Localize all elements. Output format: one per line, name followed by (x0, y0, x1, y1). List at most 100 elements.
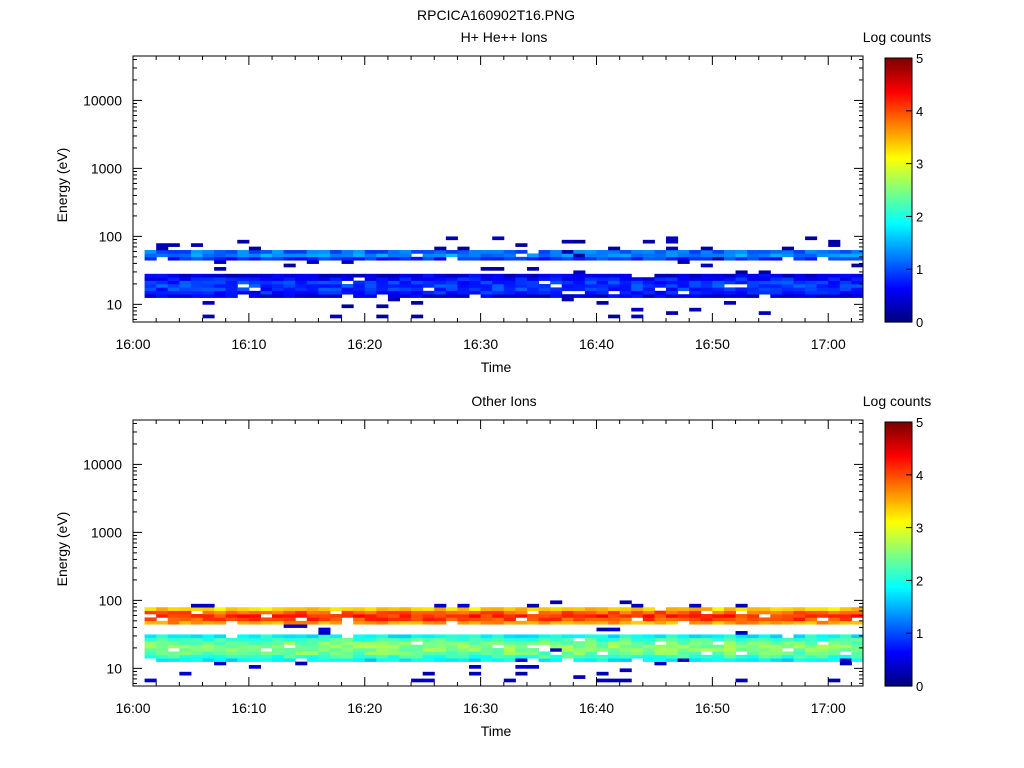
spectrogram-cell (469, 614, 482, 618)
spectrogram-cell (144, 284, 157, 288)
spectrogram-cell (190, 273, 204, 278)
spectrogram-cell (295, 277, 308, 281)
spectrogram-cell (619, 287, 632, 292)
spectrogram-cell (237, 239, 250, 244)
spectrogram-cell (573, 675, 586, 679)
spectrogram-cell (202, 253, 215, 258)
colorbar-swatch (885, 543, 912, 546)
spectrogram-cell (631, 634, 644, 639)
spectrogram-cell (376, 654, 389, 659)
colorbar-swatch (885, 444, 912, 447)
colorbar-swatch (885, 152, 912, 156)
spectrogram-cell (434, 246, 447, 251)
colorbar-swatch (885, 474, 912, 478)
spectrogram-cell (364, 294, 377, 298)
spectrogram-cell (225, 284, 238, 288)
spectrogram-cell (353, 644, 366, 649)
spectrogram-cell (445, 277, 458, 281)
spectrogram-cell (538, 287, 551, 292)
colorbar-swatch (885, 110, 912, 114)
spectrogram-cell (573, 284, 586, 288)
spectrogram-cell (179, 634, 192, 639)
spectrogram-cell (677, 637, 690, 642)
spectrogram-cell (480, 294, 493, 298)
spectrogram-cell (225, 290, 238, 295)
spectrogram-cell (376, 641, 389, 645)
spectrogram-cell (190, 294, 204, 298)
spectrogram-cell (666, 287, 679, 292)
spectrogram-cell (399, 607, 412, 611)
spectrogram-cell (260, 277, 273, 281)
spectrogram-cell (666, 637, 679, 642)
spectrogram-cell (608, 641, 621, 645)
spectrogram-cell (190, 641, 204, 645)
spectrogram-cell (828, 648, 841, 652)
spectrogram-cell (793, 294, 806, 298)
colorbar-swatch (885, 271, 912, 275)
spectrogram-cell (561, 256, 574, 261)
spectrogram-cell (376, 304, 389, 309)
spectrogram-cell (608, 678, 621, 683)
spectrogram-cell (851, 294, 864, 298)
spectrogram-cell (747, 273, 760, 278)
spectrogram-cell (851, 610, 864, 615)
spectrogram-cell (642, 658, 655, 662)
spectrogram-cell (353, 658, 366, 662)
spectrogram-cell (457, 277, 470, 281)
spectrogram-cell (353, 654, 366, 659)
spectrogram-cell (538, 277, 551, 281)
spectrogram-cell (445, 287, 458, 292)
spectrogram-cell (260, 290, 273, 295)
spectrogram-cell (608, 627, 621, 632)
spectrogram-cell (353, 284, 366, 288)
spectrogram-cell (642, 641, 655, 645)
spectrogram-cell (248, 614, 261, 618)
spectrogram-cell (851, 651, 864, 656)
spectrogram-cell (283, 641, 296, 645)
spectrogram-cell (515, 280, 528, 285)
colorbar-swatch (885, 655, 912, 658)
spectrogram-cell (156, 641, 169, 645)
spectrogram-cell (515, 243, 528, 247)
spectrogram-cell (851, 273, 864, 278)
spectrogram-cell (515, 648, 528, 652)
spectrogram-cell (422, 617, 435, 622)
spectrogram-cell (353, 610, 366, 615)
spectrogram-cell (654, 294, 667, 298)
spectrogram-cell (550, 641, 563, 645)
spectrogram-cell (306, 634, 319, 639)
spectrogram-cell (758, 610, 771, 615)
spectrogram-cell (839, 287, 852, 292)
spectrogram-cell (318, 250, 331, 254)
spectrogram-cell (828, 658, 841, 662)
spectrogram-cell (839, 658, 852, 662)
spectrogram-cell (758, 311, 771, 315)
spectrogram-cell (144, 287, 157, 292)
spectrogram-cell (445, 651, 458, 656)
spectrogram-cell (202, 658, 215, 662)
spectrogram-cell (503, 610, 516, 615)
spectrogram-cell (179, 287, 192, 292)
spectrogram-cell (492, 651, 505, 656)
colorbar-swatch (885, 617, 912, 621)
spectrogram-cell (387, 644, 401, 649)
spectrogram-cell (156, 637, 169, 642)
spectrogram-cell (225, 253, 238, 258)
spectrogram-cell (526, 287, 540, 292)
spectrogram-cell (295, 634, 308, 639)
spectrogram-cell (295, 290, 308, 295)
spectrogram-cell (422, 671, 435, 676)
spectrogram-cell (550, 634, 563, 639)
spectrogram-cell (816, 620, 829, 625)
spectrogram-cell (306, 644, 319, 649)
spectrogram-cell (422, 654, 435, 659)
spectrogram-cell (816, 273, 829, 278)
spectrogram-cell (202, 654, 215, 659)
spectrogram-cell (295, 614, 308, 618)
spectrogram-cell (596, 678, 609, 683)
spectrogram-cell (654, 637, 667, 642)
spectrogram-cell (260, 654, 273, 659)
spectrogram-cell (434, 634, 447, 639)
spectrogram-cell (712, 651, 725, 656)
spectrogram-cell (700, 641, 713, 645)
